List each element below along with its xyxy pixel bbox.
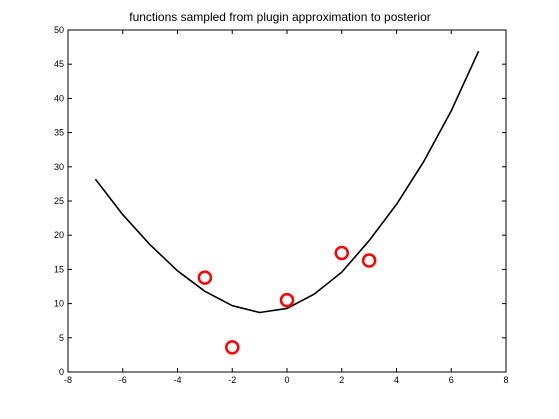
- y-tick-label: 40: [54, 93, 64, 103]
- data-point: [225, 340, 240, 355]
- y-tick-label: 30: [54, 162, 64, 172]
- data-point: [197, 270, 213, 285]
- x-tick-label: -2: [228, 375, 236, 385]
- x-tick-label: -4: [173, 375, 181, 385]
- x-tick-label: 0: [284, 375, 289, 385]
- x-tick-label: 8: [503, 375, 508, 385]
- x-tick-label: 2: [339, 375, 344, 385]
- y-tick-label: 45: [54, 59, 64, 69]
- plot-area-frame: [67, 29, 507, 373]
- y-tick-label: 50: [54, 25, 64, 35]
- x-tick-label: 4: [394, 375, 399, 385]
- data-point: [361, 253, 377, 268]
- y-tick-label: 0: [59, 367, 64, 377]
- data-point: [279, 292, 295, 308]
- function-curve: [94, 50, 480, 314]
- chart-title: functions sampled from plugin approximat…: [129, 10, 431, 24]
- x-tick-label: 6: [449, 375, 454, 385]
- x-tick-label: -8: [64, 375, 72, 385]
- chart-marks: [94, 50, 480, 355]
- x-tick-label: -6: [119, 375, 127, 385]
- data-point: [334, 245, 349, 261]
- y-tick-label: 15: [54, 264, 64, 274]
- y-tick-label: 5: [59, 333, 64, 343]
- y-tick-label: 35: [54, 128, 64, 138]
- y-tick-label: 20: [54, 230, 64, 240]
- y-tick-label: 25: [54, 196, 64, 206]
- axes: -8 -6 -4 -2 0 2 4 6 8 0 5 10 15 20 25 30 35 40 45 50: [54, 25, 509, 385]
- y-tick-label: 10: [54, 299, 64, 309]
